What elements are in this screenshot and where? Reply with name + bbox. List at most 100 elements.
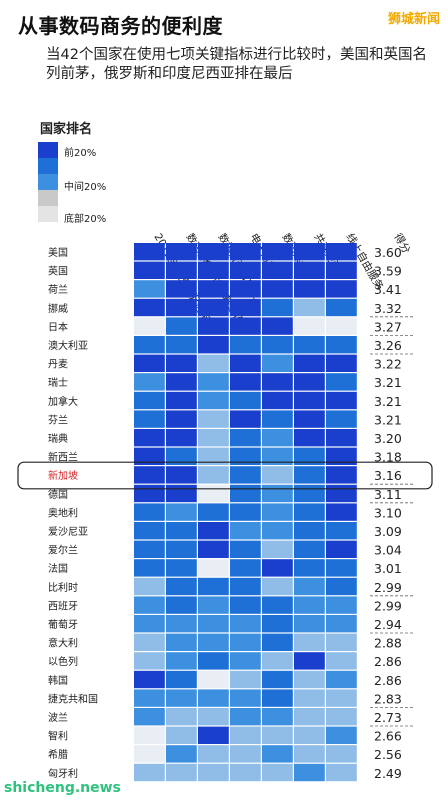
score-label: 2.88 [374, 636, 402, 651]
heatmap-cell [294, 689, 325, 707]
heatmap-cell [262, 466, 293, 484]
heatmap-cell [262, 447, 293, 465]
row-label: 波兰 [48, 711, 68, 724]
heatmap-cell [134, 559, 165, 577]
heatmap-cell [134, 243, 165, 261]
heatmap-cell [166, 243, 197, 261]
row-label: 德国 [48, 488, 68, 501]
heatmap-cell [166, 391, 197, 410]
heatmap-cell [166, 540, 197, 558]
heatmap-cell [166, 522, 197, 540]
score-label: 3.22 [374, 357, 402, 372]
heatmap-cell [134, 689, 165, 707]
heatmap-cell [166, 596, 197, 614]
heatmap-cell [230, 354, 261, 372]
heatmap-cell [294, 466, 325, 484]
heatmap-cell [262, 596, 293, 614]
heatmap-cell [326, 354, 357, 372]
heatmap-cell [134, 298, 165, 317]
heatmap-cell [326, 763, 357, 782]
heatmap-cell [326, 447, 357, 465]
heatmap-cell [294, 484, 325, 503]
heatmap-cell [326, 373, 357, 391]
row-label: 挪威 [48, 302, 68, 315]
heatmap-cell [166, 466, 197, 484]
heatmap-cell [230, 633, 261, 651]
score-label: 2.83 [374, 691, 402, 706]
heatmap-cell [166, 708, 197, 726]
legend-swatch-4 [38, 190, 58, 206]
heatmap-cell [134, 708, 165, 726]
heatmap-cell [230, 484, 261, 503]
heatmap-cell [230, 596, 261, 614]
heatmap-cell [230, 261, 261, 279]
row-label: 瑞士 [48, 376, 68, 389]
heatmap-cell [326, 336, 357, 354]
heatmap-cell [262, 280, 293, 298]
heatmap-cell [134, 652, 165, 670]
heatmap-cell [230, 447, 261, 465]
heatmap-cell [294, 280, 325, 298]
heatmap-cell [198, 689, 229, 707]
score-label: 3.21 [374, 375, 402, 390]
heatmap-cell [198, 243, 229, 261]
heatmap-cell [294, 615, 325, 633]
heatmap-cell [134, 577, 165, 596]
legend-swatch-3 [38, 174, 58, 190]
heatmap-cell [198, 317, 229, 335]
heatmap-cell [166, 726, 197, 744]
heatmap-cell [166, 317, 197, 335]
row-label: 法国 [48, 562, 68, 575]
heatmap-cell [230, 540, 261, 558]
heatmap-cell [134, 391, 165, 410]
row-label: 英国 [48, 265, 68, 278]
score-label: 3.59 [374, 264, 402, 279]
heatmap-cell [166, 447, 197, 465]
heatmap-cell [294, 410, 325, 428]
heatmap-cell [230, 708, 261, 726]
heatmap-cell [134, 503, 165, 521]
row-label: 荷兰 [48, 283, 68, 296]
heatmap-cell [326, 726, 357, 744]
row-label: 加拿大 [48, 395, 78, 408]
heatmap-cell [262, 243, 293, 261]
heatmap-cell [294, 670, 325, 689]
heatmap-cell [230, 336, 261, 354]
row-label: 比利时 [48, 582, 78, 594]
score-label: 2.66 [374, 729, 402, 744]
heatmap-cell [198, 298, 229, 317]
legend-label-mid: 中间20% [64, 182, 107, 193]
heatmap-cell [326, 615, 357, 633]
heatmap-cell [262, 522, 293, 540]
heatmap-cell [326, 317, 357, 335]
score-label: 3.21 [374, 394, 402, 409]
heatmap-cell [134, 280, 165, 298]
score-label: 2.99 [374, 598, 402, 613]
heatmap-cell [134, 540, 165, 558]
heatmap-cell [198, 763, 229, 782]
score-label: 3.01 [374, 561, 402, 576]
heatmap-cell [326, 298, 357, 317]
score-label: 2.86 [374, 654, 402, 669]
heatmap-cell [198, 336, 229, 354]
heatmap-cell [294, 391, 325, 410]
heatmap-cell [198, 670, 229, 689]
chart-subtitle: 当42个国家在使用七项关键指标进行比较时，美国和英国名列前茅，俄罗斯和印度尼西亚… [46, 47, 427, 82]
heatmap-cell [198, 280, 229, 298]
heatmap-cell [134, 317, 165, 335]
heatmap-cell [134, 447, 165, 465]
row-label: 丹麦 [48, 359, 68, 371]
heatmap-cell [262, 484, 293, 503]
row-label: 澳大利亚 [48, 339, 88, 352]
heatmap-cell [294, 763, 325, 782]
heatmap-cell [262, 745, 293, 763]
row-label: 奥地利 [48, 506, 78, 519]
heatmap-cell [198, 484, 229, 503]
heatmap-cell [166, 484, 197, 503]
heatmap-cell [166, 670, 197, 689]
score-label: 3.10 [374, 505, 402, 520]
heatmap-cell [230, 652, 261, 670]
heatmap-cell [294, 317, 325, 335]
heatmap-cell [198, 652, 229, 670]
